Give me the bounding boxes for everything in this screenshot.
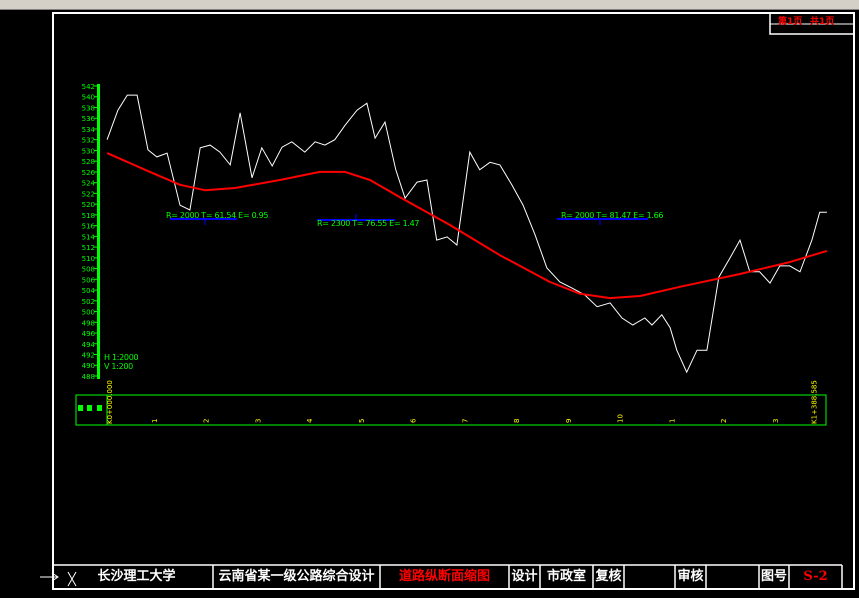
drawing-border xyxy=(52,12,855,590)
ground-line xyxy=(106,94,827,374)
curve-label-3: R= 2000 T= 81.47 E= 1.66 xyxy=(561,211,664,220)
y-tick-label: 540 xyxy=(82,94,95,102)
sheet-total: 共1页 xyxy=(810,17,835,27)
y-tick-label: 494 xyxy=(82,341,96,349)
band-label-glyph xyxy=(97,405,102,411)
y-tick-label: 518 xyxy=(82,212,95,220)
drawing-title: 道路纵断面缩图 xyxy=(398,569,490,584)
y-tick-label: 542 xyxy=(82,83,95,91)
y-tick-label: 516 xyxy=(82,223,96,231)
start-station: K0+000.000 xyxy=(106,380,114,424)
y-tick-label: 506 xyxy=(82,276,96,284)
ucs-icon xyxy=(40,571,77,587)
y-tick-label: 532 xyxy=(82,137,95,145)
y-tick-label: 512 xyxy=(82,244,95,252)
check-label: 复核 xyxy=(595,569,622,584)
y-tick-label: 530 xyxy=(82,147,95,155)
y-tick-label: 514 xyxy=(82,233,96,241)
vertical-curve-tangents xyxy=(170,214,648,225)
station-tick-label: 6 xyxy=(410,418,418,423)
band-label-glyph xyxy=(87,405,92,411)
station-tick-label: 3 xyxy=(772,419,780,423)
y-tick-label: 500 xyxy=(82,309,95,317)
station-tick-label: 10 xyxy=(617,414,625,423)
station-tick-label: 3 xyxy=(254,419,262,423)
y-tick-label: 490 xyxy=(82,362,95,370)
horizontal-scale: H 1:2000 xyxy=(104,353,139,362)
y-tick-label: 504 xyxy=(82,287,96,295)
y-tick-label: 528 xyxy=(82,158,95,166)
school-name: 长沙理工大学 xyxy=(97,569,176,584)
curve-label-1: R= 2000 T= 61.54 E= 0.95 xyxy=(166,211,269,220)
y-tick-label: 488 xyxy=(82,373,95,381)
station-tick-label: 5 xyxy=(358,419,366,423)
y-tick-label: 496 xyxy=(82,330,96,338)
station-tick-label: 9 xyxy=(565,419,573,423)
station-tick-label: 1 xyxy=(668,419,676,423)
station-tick-label: 8 xyxy=(513,419,521,423)
station-tick-label: 1 xyxy=(151,419,159,423)
project-name: 云南省某一级公路综合设计 xyxy=(218,569,375,584)
elevation-axis: 542 540 538 536 534 532 530 528 526 524 522 520 518 5… xyxy=(82,83,100,381)
drawing-no-label: 图号 xyxy=(760,569,787,584)
y-tick-label: 538 xyxy=(82,104,95,112)
y-tick-label: 534 xyxy=(82,126,96,134)
y-tick-label: 522 xyxy=(82,190,95,198)
vertical-scale: V 1:200 xyxy=(104,362,133,371)
station-tick-label: 2 xyxy=(203,419,211,423)
y-tick-label: 520 xyxy=(82,201,95,209)
sheet-page: 第1页 xyxy=(778,17,803,27)
station-tick-label: 2 xyxy=(720,419,728,423)
y-tick-label: 502 xyxy=(82,298,95,306)
y-tick-label: 536 xyxy=(82,115,96,123)
y-tick-label: 524 xyxy=(82,180,96,188)
y-tick-label: 492 xyxy=(82,352,95,360)
toolbar xyxy=(0,0,859,10)
y-tick-label: 510 xyxy=(82,255,95,263)
station-tick-label: 4 xyxy=(306,418,314,423)
drawing-no: S-2 xyxy=(803,569,828,584)
axis-bar xyxy=(97,84,100,379)
curve-label-2: R= 2300 T= 76.55 E= 1.47 xyxy=(317,219,420,228)
y-tick-label: 508 xyxy=(82,266,95,274)
design-grade-line xyxy=(106,152,828,300)
y-tick-label: 526 xyxy=(82,169,96,177)
review-label: 审核 xyxy=(677,569,704,584)
y-tick-label: 498 xyxy=(82,319,95,327)
station-band-frame xyxy=(75,394,827,426)
station-band: 1 2 3 4 5 6 7 8 9 10 1 2 3 K0+000.000 K1+388.585 xyxy=(75,380,827,426)
design-label: 设计 xyxy=(511,569,538,584)
station-tick-label: 7 xyxy=(461,419,469,423)
end-station: K1+388.585 xyxy=(811,380,819,424)
title-block xyxy=(53,564,843,589)
designer: 市政室 xyxy=(546,569,586,584)
band-label-glyph xyxy=(78,405,83,411)
